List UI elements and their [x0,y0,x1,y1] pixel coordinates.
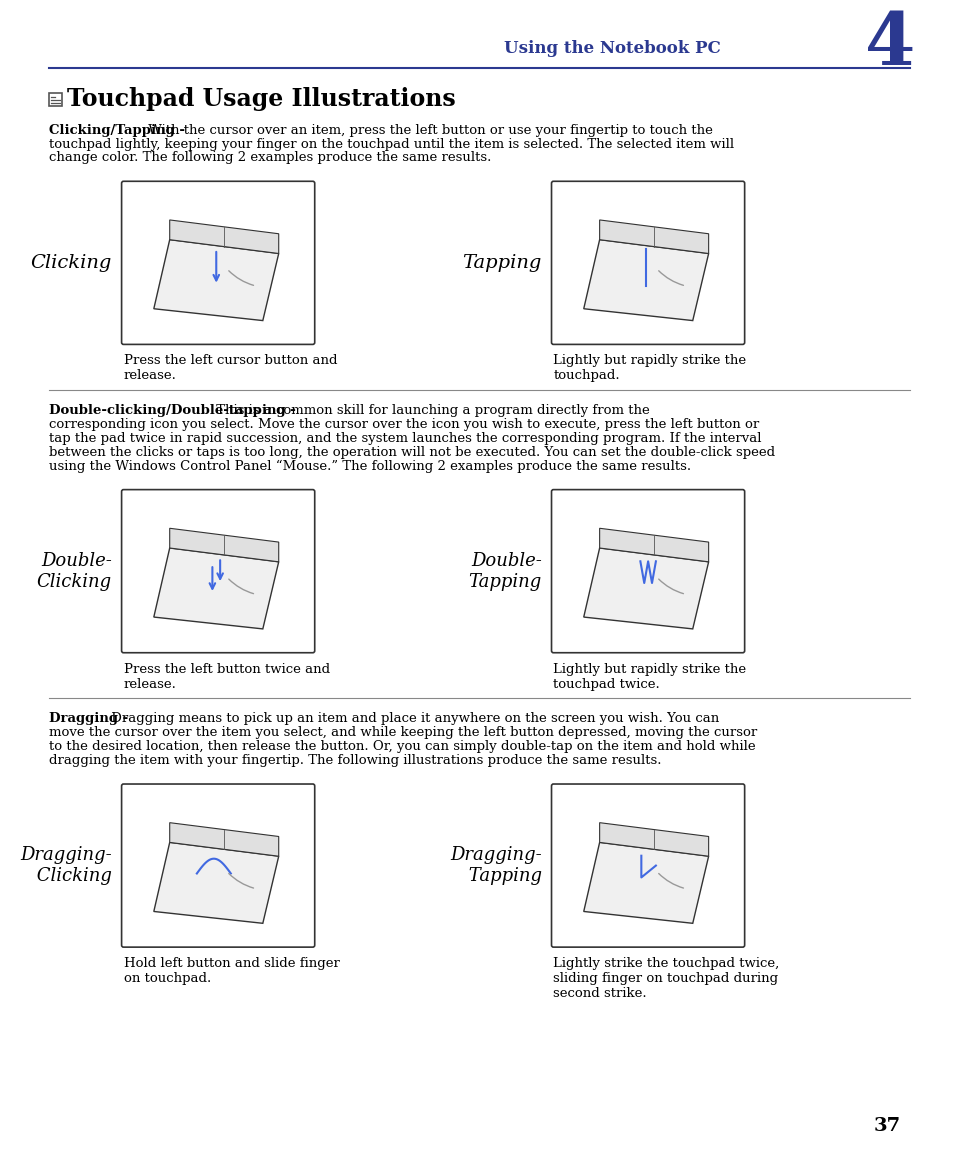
Text: Tapping: Tapping [462,254,541,271]
Polygon shape [170,822,278,856]
Text: Press the left button twice and
release.: Press the left button twice and release. [123,663,330,691]
Polygon shape [170,219,278,253]
Text: move the cursor over the item you select, and while keeping the left button depr: move the cursor over the item you select… [49,726,757,739]
Text: Dragging-
 Tapping: Dragging- Tapping [450,847,541,885]
Polygon shape [153,842,278,923]
Polygon shape [583,547,708,629]
Text: 37: 37 [873,1117,900,1135]
FancyBboxPatch shape [551,490,744,653]
Text: 4: 4 [864,8,915,80]
Polygon shape [583,842,708,923]
Text: Touchpad Usage Illustrations: Touchpad Usage Illustrations [67,87,456,111]
Text: change color. The following 2 examples produce the same results.: change color. The following 2 examples p… [49,151,491,164]
Text: between the clicks or taps is too long, the operation will not be executed. You : between the clicks or taps is too long, … [49,446,774,459]
Text: Lightly but rapidly strike the
touchpad twice.: Lightly but rapidly strike the touchpad … [553,663,746,691]
Polygon shape [599,822,708,856]
Text: Double-
Clicking: Double- Clicking [37,552,112,590]
Text: Dragging-
 Clicking: Dragging- Clicking [20,847,112,885]
Text: Double-
Tapping: Double- Tapping [468,552,541,590]
FancyBboxPatch shape [551,181,744,344]
Text: dragging the item with your fingertip. The following illustrations produce the s: dragging the item with your fingertip. T… [49,754,660,767]
FancyBboxPatch shape [121,490,314,653]
Text: Press the left cursor button and
release.: Press the left cursor button and release… [123,355,336,382]
Text: Hold left button and slide finger
on touchpad.: Hold left button and slide finger on tou… [123,957,339,985]
FancyBboxPatch shape [121,784,314,947]
FancyBboxPatch shape [551,784,744,947]
Bar [49,92,62,106]
Text: Dragging -: Dragging - [49,713,128,725]
Polygon shape [599,219,708,253]
FancyBboxPatch shape [121,181,314,344]
Polygon shape [153,240,278,321]
Text: Clicking: Clicking [30,254,112,271]
Polygon shape [170,528,278,561]
Text: Using the Notebook PC: Using the Notebook PC [503,39,720,57]
Text: corresponding icon you select. Move the cursor over the icon you wish to execute: corresponding icon you select. Move the … [49,418,759,431]
Text: tap the pad twice in rapid succession, and the system launches the corresponding: tap the pad twice in rapid succession, a… [49,432,760,445]
Polygon shape [599,528,708,561]
Text: Clicking/Tapping -: Clicking/Tapping - [49,124,185,136]
Text: Lightly but rapidly strike the
touchpad.: Lightly but rapidly strike the touchpad. [553,355,746,382]
Text: Lightly strike the touchpad twice,
sliding finger on touchpad during
second stri: Lightly strike the touchpad twice, slidi… [553,957,779,1000]
Text: Double-clicking/Double-tapping -: Double-clicking/Double-tapping - [49,404,295,417]
Text: This is a common skill for launching a program directly from the: This is a common skill for launching a p… [212,404,649,417]
Text: touchpad lightly, keeping your finger on the touchpad until the item is selected: touchpad lightly, keeping your finger on… [49,137,733,150]
Text: With the cursor over an item, press the left button or use your fingertip to tou: With the cursor over an item, press the … [144,124,712,136]
Text: Dragging means to pick up an item and place it anywhere on the screen you wish. : Dragging means to pick up an item and pl… [107,713,719,725]
Polygon shape [583,240,708,321]
Text: using the Windows Control Panel “Mouse.” The following 2 examples produce the sa: using the Windows Control Panel “Mouse.”… [49,460,690,474]
Polygon shape [153,547,278,629]
Text: to the desired location, then release the button. Or, you can simply double-tap : to the desired location, then release th… [49,740,755,753]
